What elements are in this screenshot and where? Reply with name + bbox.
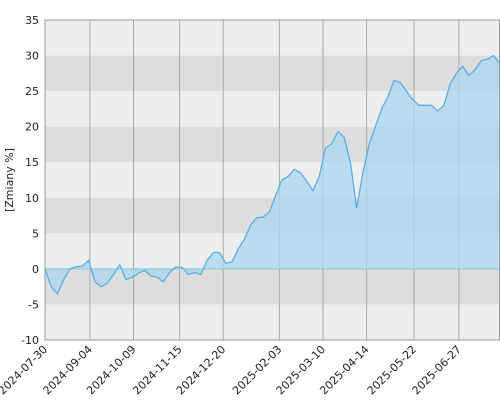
y-tick-label: 20 (25, 121, 39, 134)
y-tick-label: 5 (32, 227, 39, 240)
y-tick-label: 15 (25, 156, 39, 169)
y-tick-label: 0 (32, 263, 39, 276)
grid-band (45, 304, 500, 340)
y-tick-label: 30 (25, 50, 39, 63)
y-tick-label: 25 (25, 85, 39, 98)
y-axis-label: [Zmiany %] (3, 148, 16, 212)
grid-band (45, 268, 500, 305)
y-tick-label: -5 (28, 298, 39, 311)
y-tick-label: -10 (21, 334, 39, 347)
grid-band (45, 55, 500, 92)
grid-band (45, 20, 500, 56)
area (45, 55, 499, 294)
line (44, 54, 500, 295)
y-tick-label: 35 (25, 14, 39, 27)
y-tick-label: 10 (25, 192, 39, 205)
